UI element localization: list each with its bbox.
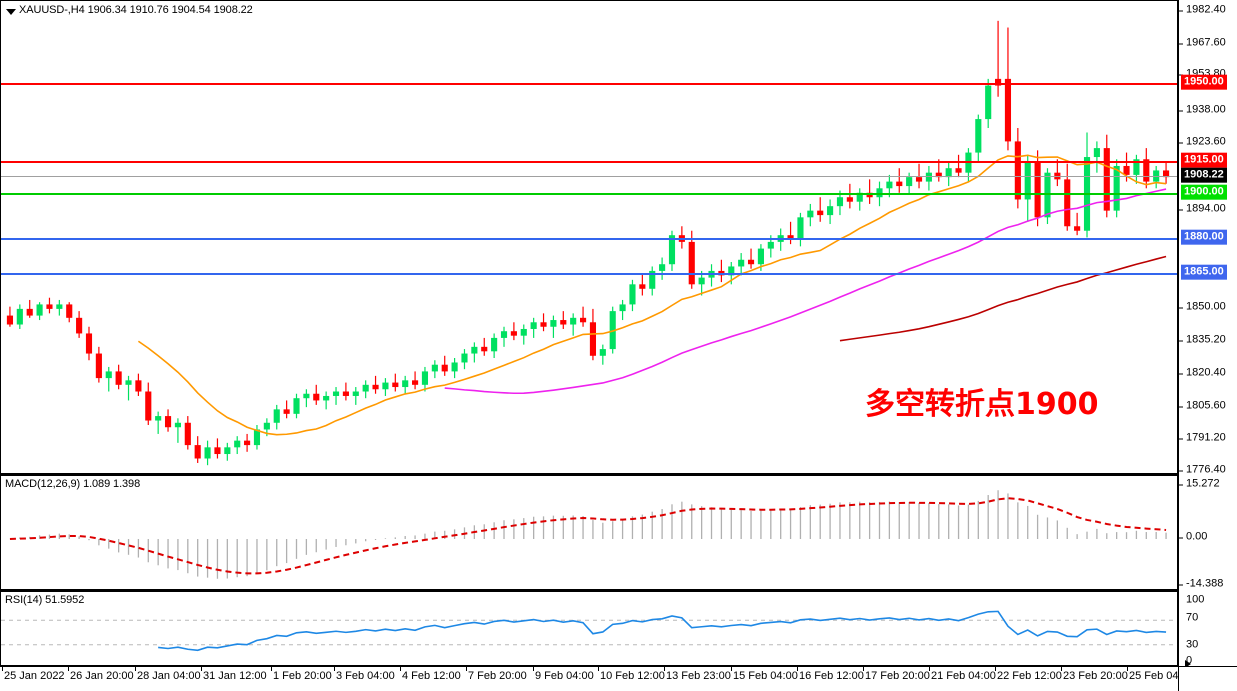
price-badge-support-1880[interactable]: 1880.00 <box>1181 229 1227 245</box>
scale-tick-label: 100 <box>1186 593 1205 606</box>
time-axis-tick <box>731 667 732 671</box>
macd-plot-area[interactable] <box>1 476 1177 589</box>
time-axis-tick <box>995 667 996 671</box>
time-axis-tick <box>201 667 202 671</box>
scale-tick-label: 1923.60 <box>1179 136 1226 148</box>
time-axis-label: 1 Feb 20:00 <box>273 670 332 682</box>
autoscroll-arrow-icon[interactable] <box>1185 660 1191 668</box>
rsi-series <box>1 610 1177 652</box>
scale-tick-label: 1820.40 <box>1179 367 1226 379</box>
time-axis-label: 21 Feb 04:00 <box>931 670 996 682</box>
time-axis-label: 25 Jan 2022 <box>4 670 65 682</box>
time-axis-corner <box>1178 666 1237 691</box>
macd-signal-line <box>9 497 1167 575</box>
scale-tick-label: 1967.60 <box>1179 37 1226 49</box>
time-axis-tick <box>2 667 3 671</box>
time-axis-tick <box>271 667 272 671</box>
time-axis-tick <box>135 667 136 671</box>
time-axis[interactable]: 25 Jan 2022 26 Jan 20:00 28 Jan 04:00 31 Ja… <box>0 666 1237 691</box>
price-badge-current-price-1908[interactable]: 1908.22 <box>1181 167 1227 183</box>
scale-tick-label: 1982.40 <box>1179 4 1226 16</box>
time-axis-label: 31 Jan 12:00 <box>203 670 267 682</box>
time-axis-label: 16 Feb 12:00 <box>799 670 864 682</box>
macd-series <box>9 490 1167 579</box>
macd-panel-caption: MACD(12,26,9) 1.089 1.398 <box>5 478 141 490</box>
time-axis-label: 9 Feb 04:00 <box>535 670 594 682</box>
rsi-panel-caption: RSI(14) 51.5952 <box>5 594 85 606</box>
price-badge-support-1865[interactable]: 1865.00 <box>1181 264 1227 280</box>
scale-tick-label: 15.272 <box>1179 478 1220 490</box>
time-axis-tick <box>1127 667 1128 671</box>
time-axis-tick <box>400 667 401 671</box>
time-axis-label: 10 Feb 12:00 <box>600 670 665 682</box>
time-axis-tick <box>797 667 798 671</box>
price-badge-resistance-1915[interactable]: 1915.00 <box>1181 152 1227 168</box>
level-line-resistance-1915[interactable] <box>1 161 1177 163</box>
level-line-current-price-1908[interactable] <box>1 176 1177 177</box>
level-line-support-1880[interactable] <box>1 238 1177 240</box>
time-axis-tick <box>68 667 69 671</box>
macd-indicator-panel[interactable]: MACD(12,26,9) 1.089 1.398 <box>0 474 1178 590</box>
time-axis-label: 28 Jan 04:00 <box>137 670 201 682</box>
triangle-down-icon[interactable] <box>6 9 16 15</box>
level-line-support-1900[interactable] <box>1 193 1177 195</box>
scale-tick-label: 1776.40 <box>1179 464 1226 476</box>
scale-tick-label: 0.00 <box>1179 531 1207 543</box>
time-axis-tick <box>533 667 534 671</box>
time-axis-tick <box>598 667 599 671</box>
price-chart-panel[interactable]: XAUUSD-,H4 1906.34 1910.76 1904.54 1908.… <box>0 0 1178 474</box>
level-line-support-1865[interactable] <box>1 273 1177 275</box>
scale-tick-label: 30 <box>1186 638 1199 651</box>
scale-tick-label: 1850.00 <box>1179 301 1226 313</box>
time-axis-tick <box>334 667 335 671</box>
level-line-resistance-1950[interactable] <box>1 83 1177 85</box>
price-panel-caption: XAUUSD-,H4 1906.34 1910.76 1904.54 1908.… <box>19 4 253 16</box>
ma-medium-line <box>444 188 1167 395</box>
time-axis-label: 13 Feb 23:00 <box>666 670 731 682</box>
scale-tick-label: 1805.60 <box>1179 400 1226 412</box>
time-axis-label: 3 Feb 04:00 <box>336 670 395 682</box>
chart-annotation-text: 多空转折点1900 <box>865 387 1099 422</box>
time-axis-label: 15 Feb 04:00 <box>733 670 798 682</box>
price-badge-support-1900[interactable]: 1900.00 <box>1181 184 1227 200</box>
price-scale-column[interactable]: 1982.40 1967.60 1953.80 1938.00 1923.60 1894.… <box>1178 0 1237 691</box>
macd-histogram <box>19 490 1167 579</box>
time-axis-tick <box>929 667 930 671</box>
rsi-indicator-panel[interactable]: RSI(14) 51.5952 <box>0 590 1178 666</box>
scale-tick-label: 1938.00 <box>1179 104 1226 116</box>
time-axis-tick <box>664 667 665 671</box>
scale-tick-label: 1953.80 <box>1179 68 1226 80</box>
time-axis-tick <box>863 667 864 671</box>
time-axis-label: 17 Feb 20:00 <box>865 670 930 682</box>
time-axis-tick <box>1061 667 1062 671</box>
rsi-plot-area[interactable] <box>1 592 1177 665</box>
ma-slow-line <box>839 255 1167 342</box>
scale-tick-label: 1894.00 <box>1179 203 1226 215</box>
scale-tick-label: 1791.20 <box>1179 432 1226 444</box>
time-axis-label: 22 Feb 12:00 <box>997 670 1062 682</box>
rsi-line <box>158 610 1167 652</box>
time-axis-tick <box>466 667 467 671</box>
time-axis-label: 4 Feb 12:00 <box>402 670 461 682</box>
time-axis-label: 25 Feb 04:00 <box>1129 670 1194 682</box>
price-badge-resistance-1950[interactable]: 1950.00 <box>1181 74 1227 90</box>
time-axis-label: 26 Jan 20:00 <box>70 670 134 682</box>
time-axis-label: 23 Feb 20:00 <box>1063 670 1128 682</box>
scale-tick-label: -14.388 <box>1179 578 1223 590</box>
scale-tick-label: 70 <box>1186 611 1199 624</box>
scale-tick-label: 1835.20 <box>1179 334 1226 346</box>
time-axis-label: 7 Feb 20:00 <box>468 670 527 682</box>
